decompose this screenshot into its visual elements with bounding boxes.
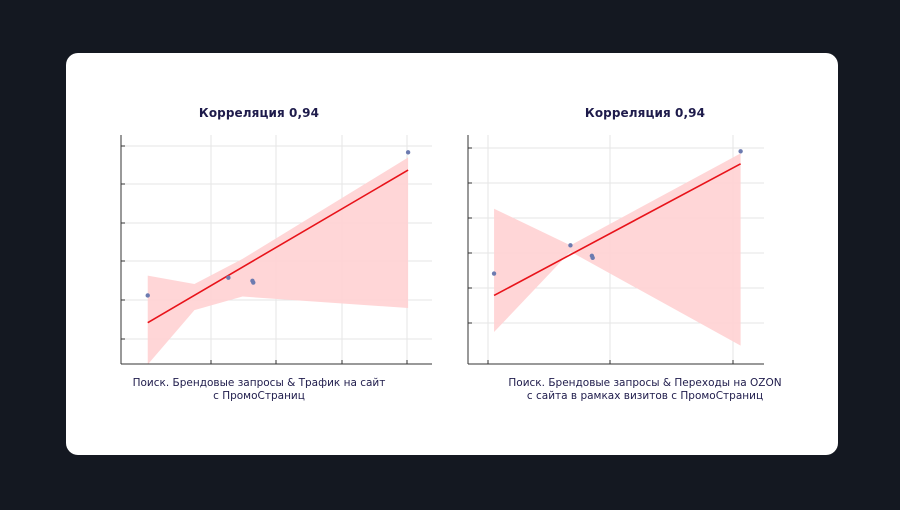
data-point [738,149,743,154]
caption-line-1: Поиск. Брендовые запросы & Переходы на O… [508,377,782,389]
scatter-chart-ozon [467,135,764,365]
data-point [145,293,150,298]
chart-panel-ozon: Корреляция 0,94 Поиск. Брендовые запросы… [452,53,838,455]
chart-title: Корреляция 0,94 [584,106,706,120]
regression-line [493,163,741,297]
data-point [590,255,595,261]
chart-title: Корреляция 0,94 [198,106,320,120]
data-point [251,280,256,285]
scatter-chart-traffic [120,135,432,365]
content-card: Корреляция 0,94 Поиск. Брендовые запросы… [66,53,838,455]
caption-line-1: Поиск. Брендовые запросы & Трафик на сай… [132,377,386,389]
data-point [568,243,573,248]
data-point [405,150,411,155]
chart-caption: Поиск. Брендовые запросы & Трафик на сай… [66,377,452,403]
chart-caption: Поиск. Брендовые запросы & Переходы на O… [452,377,838,403]
confidence-band [147,157,409,365]
data-point [491,271,497,276]
caption-line-2: с сайта в рамках визитов с ПромоСтраниц [526,390,764,402]
confidence-band [494,153,741,346]
chart-panel-traffic: Корреляция 0,94 Поиск. Брендовые запросы… [66,53,452,455]
caption-line-2: с ПромоСтраниц [213,390,305,402]
regression-line [147,169,409,324]
data-point [226,275,231,280]
